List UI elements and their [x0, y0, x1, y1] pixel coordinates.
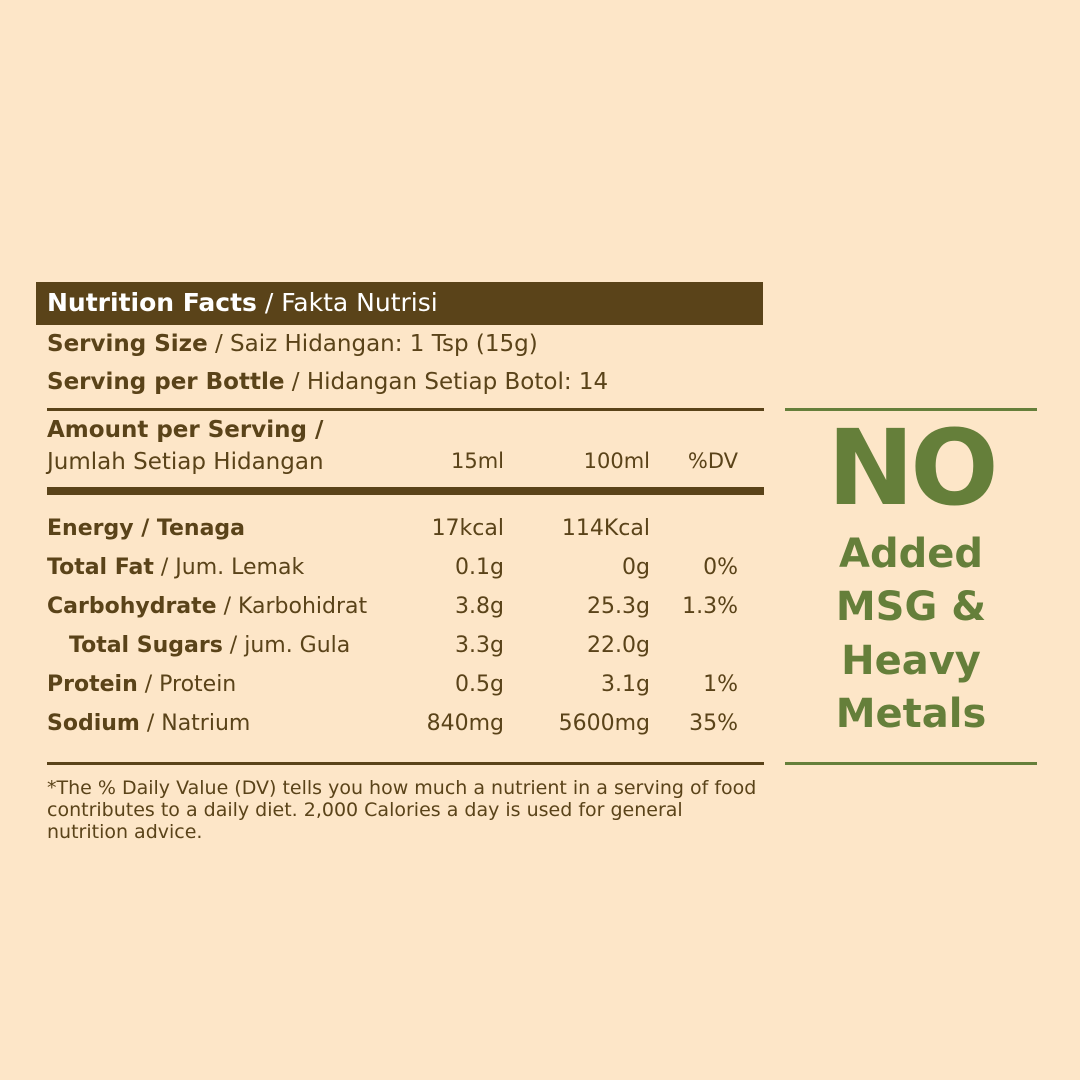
claim-line: Metals [835, 691, 987, 737]
value-15ml: 840mg [426, 711, 504, 736]
table-row: Energy / Tenaga 17kcal 114Kcal [47, 513, 747, 545]
table-row: Sodium / Natrium 840mg 5600mg 35% [47, 708, 747, 740]
nutrient-name-malay: / Karbohidrat [216, 594, 368, 619]
value-100ml: 3.1g [601, 672, 650, 697]
header-bar [36, 282, 763, 325]
nutrient-name: Protein [47, 672, 138, 697]
claim-line: Added [839, 531, 983, 577]
value-100ml: 114Kcal [561, 516, 650, 541]
value-100ml: 0g [622, 555, 650, 580]
value-15ml: 3.3g [455, 633, 504, 658]
claim-bottom-line [785, 762, 1037, 765]
thick-divider [47, 487, 764, 495]
amount-per-serving: Amount per Serving / [47, 417, 324, 443]
title-bold: Nutrition Facts [47, 288, 257, 317]
value-100ml: 5600mg [558, 711, 650, 736]
nutrient-name-malay: / Jum. Lemak [153, 555, 305, 580]
value-dv: 0% [703, 555, 738, 580]
col-dv: %DV [687, 449, 738, 473]
col-15ml: 15ml [450, 449, 504, 473]
nutrient-name: Sodium [47, 711, 140, 736]
serving-per-bottle: Serving per Bottle / Hidangan Setiap Bot… [47, 367, 608, 397]
table-row: Protein / Protein 0.5g 3.1g 1% [47, 669, 747, 701]
claim-line: Heavy [841, 638, 981, 684]
serving-size: Serving Size / Saiz Hidangan: 1 Tsp (15g… [47, 329, 538, 359]
value-dv: 35% [689, 711, 738, 736]
table-row: Total Fat / Jum. Lemak 0.1g 0g 0% [47, 552, 747, 584]
divider [47, 762, 764, 765]
nutrient-name-malay: / jum. Gula [222, 633, 351, 658]
table-row: Total Sugars / jum. Gula 3.3g 22.0g [47, 630, 747, 662]
serving-size-value: / Saiz Hidangan: 1 Tsp (15g) [207, 331, 538, 357]
value-100ml: 22.0g [587, 633, 650, 658]
footnote: *The % Daily Value (DV) tells you how mu… [47, 777, 757, 843]
nutrient-name-malay: / Natrium [139, 711, 251, 736]
claim-no: NO [827, 407, 998, 529]
value-15ml: 17kcal [431, 516, 504, 541]
claim-line: MSG & [835, 584, 987, 630]
value-15ml: 3.8g [455, 594, 504, 619]
column-headers: 15ml 100ml %DV [47, 445, 747, 477]
serving-size-label: Serving Size [47, 331, 208, 357]
value-dv: 1.3% [682, 594, 738, 619]
nutrient-name-malay: / Protein [137, 672, 237, 697]
value-15ml: 0.1g [455, 555, 504, 580]
nutrient-name: Energy / Tenaga [47, 516, 246, 541]
nutrient-name: Carbohydrate [47, 594, 217, 619]
nutrient-name: Total Fat [47, 555, 154, 580]
claim-top-line [785, 408, 1037, 411]
table-row: Carbohydrate / Karbohidrat 3.8g 25.3g 1.3% [47, 591, 747, 623]
nutrient-name: Total Sugars [69, 633, 223, 658]
serving-per-bottle-label: Serving per Bottle [47, 369, 285, 395]
value-100ml: 25.3g [587, 594, 650, 619]
serving-per-bottle-value: / Hidangan Setiap Botol: 14 [284, 369, 609, 395]
divider [47, 408, 764, 411]
amount-per-serving-malay: Jumlah Setiap Hidangan [47, 449, 324, 475]
value-dv: 1% [703, 672, 738, 697]
col-100ml: 100ml [583, 449, 650, 473]
nutrition-facts-title: Nutrition Facts / Fakta Nutrisi [47, 286, 438, 320]
title-rest: / Fakta Nutrisi [256, 288, 438, 317]
value-15ml: 0.5g [455, 672, 504, 697]
